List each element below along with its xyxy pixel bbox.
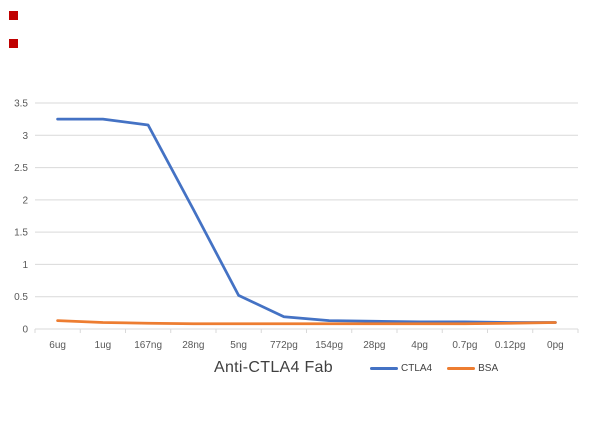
legend-label-ctla4: CTLA4 bbox=[401, 362, 433, 374]
x-axis-tick-label: 28pg bbox=[363, 340, 385, 351]
y-axis-tick-label: 3.5 bbox=[14, 99, 28, 110]
x-axis-tick-label: 0pg bbox=[547, 340, 564, 351]
series-line-ctla4 bbox=[56, 117, 557, 324]
legend-line-swatch-ctla4 bbox=[370, 366, 398, 370]
y-axis-tick-label: 2.5 bbox=[14, 163, 28, 174]
x-axis-tick-label: 0.12pg bbox=[495, 340, 526, 351]
x-axis-tick-label: 5ng bbox=[230, 340, 247, 351]
legend-line-swatch-bsa bbox=[447, 366, 476, 370]
red-marker-bottom-icon bbox=[9, 39, 18, 48]
x-axis-tick-label: 4pg bbox=[411, 340, 428, 351]
chart-footer: Anti-CTLA4 Fab CTLA4 BSA bbox=[0, 355, 600, 381]
y-axis-tick-label: 1.5 bbox=[14, 228, 28, 239]
red-marker-top-icon bbox=[9, 11, 18, 20]
x-axis-tick-label: 167ng bbox=[134, 340, 162, 351]
legend-item-ctla4: CTLA4 bbox=[370, 363, 432, 374]
y-axis-tick-label: 3 bbox=[22, 131, 28, 142]
x-axis-tick-label: 154pg bbox=[315, 340, 343, 351]
chart-title: Anti-CTLA4 Fab bbox=[214, 359, 333, 376]
x-axis-tick-label: 6ug bbox=[49, 340, 66, 351]
x-axis-tick-label: 772pg bbox=[270, 340, 298, 351]
legend: CTLA4 BSA bbox=[370, 361, 498, 375]
series-line-bsa bbox=[56, 319, 557, 326]
y-axis-tick-label: 2 bbox=[22, 195, 28, 206]
x-axis-tick-label: 28ng bbox=[182, 340, 204, 351]
y-axis-tick-label: 1 bbox=[22, 260, 28, 271]
y-axis-tick-label: 0 bbox=[22, 325, 28, 336]
legend-item-bsa: BSA bbox=[447, 363, 498, 374]
x-axis-tick-label: 0.7pg bbox=[452, 340, 477, 351]
legend-label-bsa: BSA bbox=[478, 362, 499, 374]
x-axis-tick-label: 1ug bbox=[95, 340, 112, 351]
y-axis-tick-label: 0.5 bbox=[14, 292, 28, 303]
